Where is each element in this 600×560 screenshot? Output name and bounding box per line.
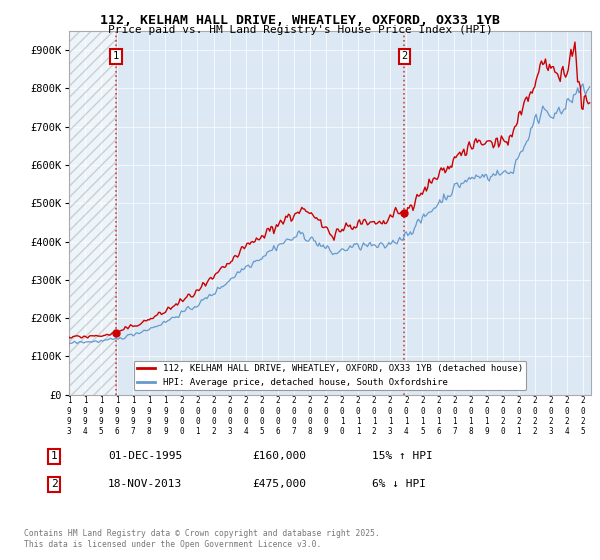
Text: Contains HM Land Registry data © Crown copyright and database right 2025.
This d: Contains HM Land Registry data © Crown c… xyxy=(24,529,380,549)
Bar xyxy=(69,31,116,395)
Text: 01-DEC-1995: 01-DEC-1995 xyxy=(108,451,182,461)
Text: 15% ↑ HPI: 15% ↑ HPI xyxy=(372,451,433,461)
Text: £160,000: £160,000 xyxy=(252,451,306,461)
Text: 18-NOV-2013: 18-NOV-2013 xyxy=(108,479,182,489)
Legend: 112, KELHAM HALL DRIVE, WHEATLEY, OXFORD, OX33 1YB (detached house), HPI: Averag: 112, KELHAM HALL DRIVE, WHEATLEY, OXFORD… xyxy=(134,361,526,390)
Text: 1: 1 xyxy=(50,451,58,461)
Text: £475,000: £475,000 xyxy=(252,479,306,489)
Text: 1: 1 xyxy=(113,52,119,62)
Text: 2: 2 xyxy=(50,479,58,489)
Text: 112, KELHAM HALL DRIVE, WHEATLEY, OXFORD, OX33 1YB: 112, KELHAM HALL DRIVE, WHEATLEY, OXFORD… xyxy=(100,14,500,27)
Text: 6% ↓ HPI: 6% ↓ HPI xyxy=(372,479,426,489)
Text: Price paid vs. HM Land Registry's House Price Index (HPI): Price paid vs. HM Land Registry's House … xyxy=(107,25,493,35)
Text: 2: 2 xyxy=(401,52,407,62)
